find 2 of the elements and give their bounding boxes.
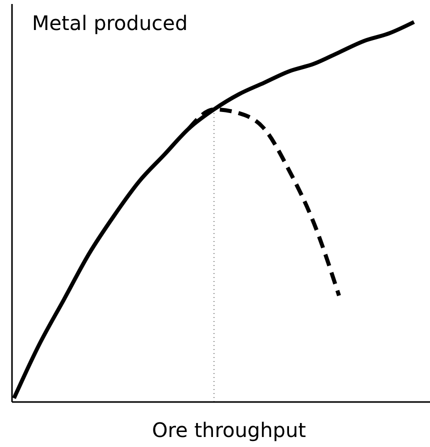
x-axis-title: Ore throughput (152, 418, 306, 442)
y-axis-title: Metal produced (32, 11, 188, 35)
